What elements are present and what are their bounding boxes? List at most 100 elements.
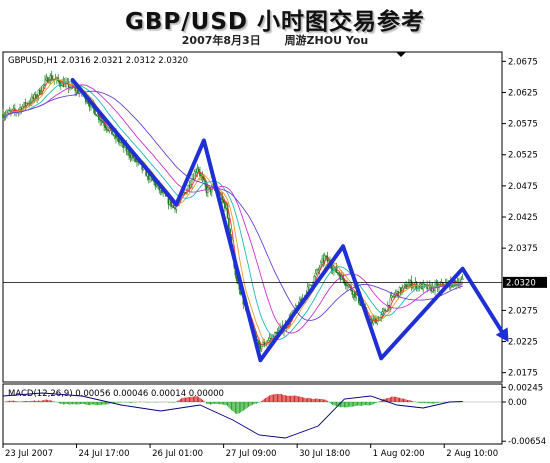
candle-body <box>103 122 105 126</box>
candle-body <box>119 141 121 143</box>
candle-body <box>435 283 438 285</box>
candle-body <box>24 102 27 106</box>
candle-body <box>314 273 317 277</box>
candle-body <box>347 284 350 287</box>
y-tick-label: 2.0525 <box>508 151 538 161</box>
candle-body <box>104 125 107 128</box>
candle-body <box>171 205 174 207</box>
candle-body <box>222 199 225 203</box>
candle-body <box>224 202 226 209</box>
x-tick-label: 2 Aug 10:00 <box>446 449 498 459</box>
x-tick-label: 27 Jul 09:00 <box>226 449 277 459</box>
y-tick-label: 2.0575 <box>508 120 538 130</box>
candle-body <box>105 127 108 130</box>
candle-body <box>174 207 176 210</box>
x-tick-label: 26 Jul 01:00 <box>152 449 203 459</box>
candle-body <box>355 294 358 298</box>
trend-arrow-head <box>495 327 509 343</box>
candle-body <box>228 217 230 230</box>
candle-body <box>6 112 8 116</box>
candle-body <box>172 205 175 209</box>
candle-body <box>75 88 78 91</box>
candle-body <box>259 344 262 350</box>
candle-body <box>386 304 389 312</box>
candle-body <box>372 319 375 324</box>
candle-body <box>260 345 263 350</box>
candle-body <box>322 258 325 263</box>
candle-body <box>203 177 205 181</box>
candle-body <box>371 320 373 324</box>
candle-body <box>270 338 272 340</box>
candle-body <box>410 280 413 288</box>
y-tick-label: 2.0675 <box>508 57 538 67</box>
price-axis: 2.0675 2.0625 2.0575 2.0525 2.0475 2.0425 2.03… <box>502 57 538 379</box>
candle-body <box>42 83 45 87</box>
candle-body <box>383 309 385 312</box>
candle-body <box>325 255 327 257</box>
candle-body <box>187 185 189 191</box>
chart-title: GBP/USD 小时图交易参考 <box>124 9 425 35</box>
candle-body <box>168 199 171 205</box>
current-price-box <box>503 276 547 288</box>
candle-body <box>58 80 61 85</box>
candle-body <box>225 204 228 209</box>
candle-body <box>440 282 443 285</box>
x-tick-label: 24 Jul 17:00 <box>79 449 130 459</box>
macd-tick-label: -0.00654 <box>508 437 546 447</box>
candle-body <box>99 119 101 121</box>
x-tick-label: 1 Aug 02:00 <box>373 449 425 459</box>
candle-body <box>405 284 407 289</box>
time-axis: 23 Jul 2007 24 Jul 17:00 26 Jul 01:00 27 Ju… <box>2 444 498 459</box>
candle-body <box>352 291 355 295</box>
candle-body <box>7 110 10 114</box>
candle-body <box>404 284 406 286</box>
macd-histogram <box>3 393 464 414</box>
candle-body <box>129 155 132 158</box>
zigzag-trend-line <box>70 78 507 363</box>
candle-body <box>8 110 11 112</box>
candle-body <box>393 294 396 297</box>
candle-body <box>196 168 199 173</box>
candle-body <box>351 290 354 295</box>
candle-body <box>195 171 197 173</box>
candle-body <box>390 295 393 299</box>
candle-body <box>384 309 386 312</box>
candle-body <box>155 184 158 187</box>
candle-body <box>392 295 394 297</box>
candle-body <box>50 75 53 81</box>
candle-body <box>327 260 330 262</box>
candle-body <box>188 185 191 188</box>
ma-55-line <box>2 90 463 321</box>
candle-body <box>316 269 318 274</box>
symbol-info: GBPUSD,H1 2.0316 2.0321 2.0312 2.0320 <box>8 56 188 66</box>
candle-body <box>95 114 98 117</box>
candle-body <box>38 89 41 95</box>
y-tick-label: 2.0225 <box>508 338 538 348</box>
macd-pane <box>2 383 503 445</box>
candle-body <box>19 107 21 110</box>
y-tick-label: 2.0625 <box>508 88 538 98</box>
candle-body <box>380 314 382 318</box>
ma-34-line <box>2 84 463 334</box>
candle-body <box>100 120 103 122</box>
candle-body <box>205 185 208 193</box>
candle-body <box>183 192 186 194</box>
candle-body <box>14 108 16 112</box>
y-tick-label: 2.0475 <box>508 182 538 192</box>
candle-body <box>344 283 347 286</box>
macd-info: MACD(12,26,9) 0.00056 0.00046 0.00014 0.… <box>8 389 224 399</box>
y-tick-label: 2.0275 <box>508 306 538 316</box>
candle-body <box>33 94 36 99</box>
candle-body <box>317 269 319 271</box>
candle-body <box>197 168 200 173</box>
candle-body <box>346 285 348 287</box>
candle-body <box>44 79 46 85</box>
macd-tick-label: 0.00245 <box>508 383 543 393</box>
chart-subtitle: 2007年8月3日 周游ZHOU You <box>0 32 550 48</box>
candle-body <box>101 120 104 124</box>
candle-body <box>268 338 271 341</box>
candle-body <box>193 171 196 180</box>
candle-body <box>12 108 15 110</box>
candle-body <box>423 283 426 285</box>
